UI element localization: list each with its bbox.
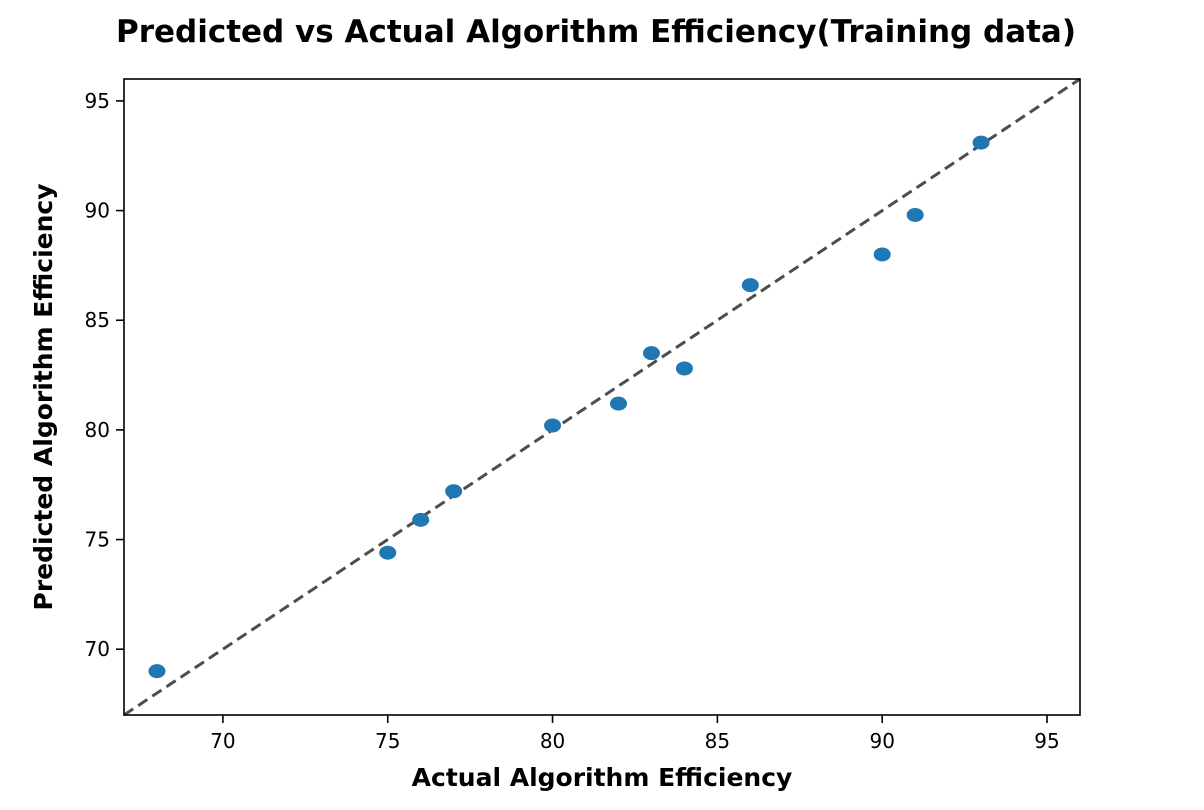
data-point — [148, 664, 166, 679]
x-tick-label: 85 — [705, 729, 730, 753]
data-point — [445, 484, 463, 499]
plot-area — [123, 77, 1081, 717]
reference-diagonal-line — [123, 77, 1081, 717]
y-tick-label: 85 — [85, 308, 110, 332]
y-tick-label: 70 — [85, 637, 110, 661]
data-point — [544, 418, 562, 433]
data-point — [412, 512, 430, 527]
x-tick-label: 70 — [210, 729, 235, 753]
data-point — [675, 361, 693, 376]
data-point — [379, 545, 397, 560]
y-axis-ticks: 70 75 80 85 90 95 — [85, 89, 124, 661]
y-axis-label: Predicted Algorithm Efficiency — [29, 183, 58, 610]
data-point — [906, 207, 924, 222]
x-tick-label: 75 — [375, 729, 400, 753]
data-point — [873, 247, 891, 262]
plot-frame — [123, 78, 1081, 716]
chart-title: Predicted vs Actual Algorithm Efficiency… — [116, 14, 1076, 50]
data-points — [148, 135, 990, 679]
y-tick-label: 75 — [85, 528, 110, 552]
x-tick-label: 95 — [1034, 729, 1059, 753]
x-tick-label: 90 — [869, 729, 894, 753]
data-point — [642, 346, 660, 361]
x-axis-label: Actual Algorithm Efficiency — [412, 763, 793, 792]
x-tick-label: 80 — [540, 729, 565, 753]
y-tick-label: 90 — [85, 199, 110, 223]
y-tick-label: 95 — [85, 89, 110, 113]
data-point — [741, 278, 759, 293]
y-tick-label: 80 — [85, 418, 110, 442]
x-axis-ticks: 70 75 80 85 90 95 — [210, 715, 1060, 753]
data-point — [609, 396, 627, 411]
data-point — [972, 135, 990, 150]
